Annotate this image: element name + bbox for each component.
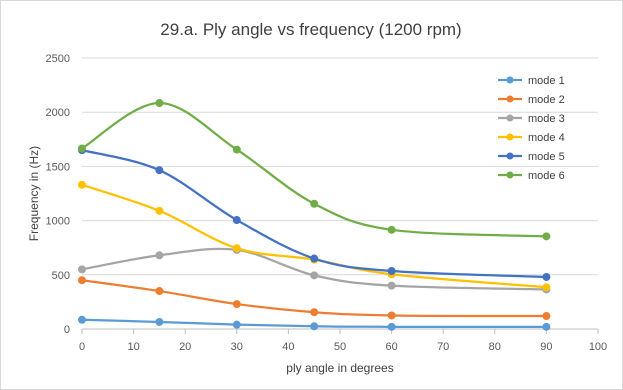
data-point — [78, 180, 86, 189]
legend-item: mode 2 — [498, 94, 565, 106]
x-axis-label: ply angle in degrees — [286, 361, 393, 375]
legend-item: mode 6 — [498, 170, 565, 182]
x-axis-ticks: 0 10 20 30 40 50 60 70 80 90 100 — [79, 329, 607, 353]
data-point — [78, 265, 86, 274]
y-tick-label: 1500 — [46, 161, 70, 173]
x-tick-label: 20 — [179, 341, 191, 353]
x-tick-label: 90 — [540, 341, 552, 353]
legend-item: mode 3 — [498, 113, 565, 125]
y-axis-label: Frequency in (Hz) — [27, 146, 41, 241]
data-point — [387, 225, 396, 234]
y-tick-label: 1000 — [46, 216, 70, 228]
legend-swatch-marker — [506, 76, 514, 84]
data-point — [542, 232, 551, 241]
legend-label: mode 5 — [528, 151, 565, 163]
legend-label: mode 6 — [528, 170, 565, 182]
legend-item: mode 4 — [498, 132, 565, 144]
data-point — [387, 311, 396, 320]
data-point — [155, 251, 164, 260]
x-tick-label: 100 — [589, 341, 607, 353]
chart-title: 29.a. Ply angle vs frequency (1200 rpm) — [160, 20, 461, 39]
y-axis-ticks: 0 500 1000 1500 2000 2500 — [46, 53, 70, 336]
data-point — [232, 300, 241, 309]
legend-swatch-marker — [506, 171, 514, 179]
series-mode-3 — [78, 245, 551, 294]
legend-label: mode 1 — [528, 75, 565, 87]
x-tick-label: 70 — [437, 341, 449, 353]
data-point — [232, 216, 241, 225]
x-tick-label: 30 — [231, 341, 243, 353]
data-point — [232, 145, 241, 154]
data-point — [310, 308, 319, 317]
data-point — [155, 166, 164, 175]
x-tick-label: 10 — [127, 341, 139, 353]
series-mode-1 — [78, 315, 551, 331]
series-line — [81, 183, 547, 289]
data-point — [542, 322, 551, 331]
data-point — [155, 317, 164, 326]
x-tick-label: 0 — [79, 341, 85, 353]
data-point — [78, 276, 86, 285]
legend: mode 1 mode 2 mode 3 mode 4 mode 5 mode 6 — [498, 75, 565, 182]
data-point — [310, 271, 319, 280]
data-point — [310, 322, 319, 331]
data-point — [310, 199, 319, 208]
series-group — [78, 98, 551, 331]
data-point — [155, 98, 164, 107]
legend-label: mode 3 — [528, 113, 565, 125]
data-point — [387, 281, 396, 290]
legend-label: mode 4 — [528, 132, 565, 144]
data-point — [310, 254, 319, 263]
legend-item: mode 1 — [498, 75, 565, 87]
data-point — [155, 206, 164, 215]
data-point — [232, 320, 241, 329]
legend-item: mode 5 — [498, 151, 565, 163]
y-tick-label: 2500 — [46, 53, 70, 65]
data-point — [232, 244, 241, 253]
legend-swatch-marker — [506, 152, 514, 160]
data-point — [387, 322, 396, 331]
y-tick-label: 0 — [64, 324, 70, 336]
data-point — [78, 315, 86, 324]
data-point — [155, 287, 164, 296]
y-tick-label: 500 — [52, 270, 70, 282]
data-point — [542, 283, 551, 292]
legend-swatch-marker — [506, 114, 514, 122]
legend-swatch-marker — [506, 133, 514, 141]
x-tick-label: 50 — [334, 341, 346, 353]
data-point — [542, 272, 551, 281]
series-mode-2 — [78, 276, 551, 320]
y-tick-label: 2000 — [46, 107, 70, 119]
data-point — [542, 311, 551, 320]
series-mode-6 — [78, 98, 551, 241]
series-line — [81, 101, 547, 238]
legend-swatch-marker — [506, 95, 514, 103]
data-point — [78, 144, 86, 153]
data-point — [387, 267, 396, 276]
x-tick-label: 40 — [282, 341, 294, 353]
x-tick-label: 60 — [385, 341, 397, 353]
x-tick-label: 80 — [489, 341, 501, 353]
legend-label: mode 2 — [528, 94, 565, 106]
